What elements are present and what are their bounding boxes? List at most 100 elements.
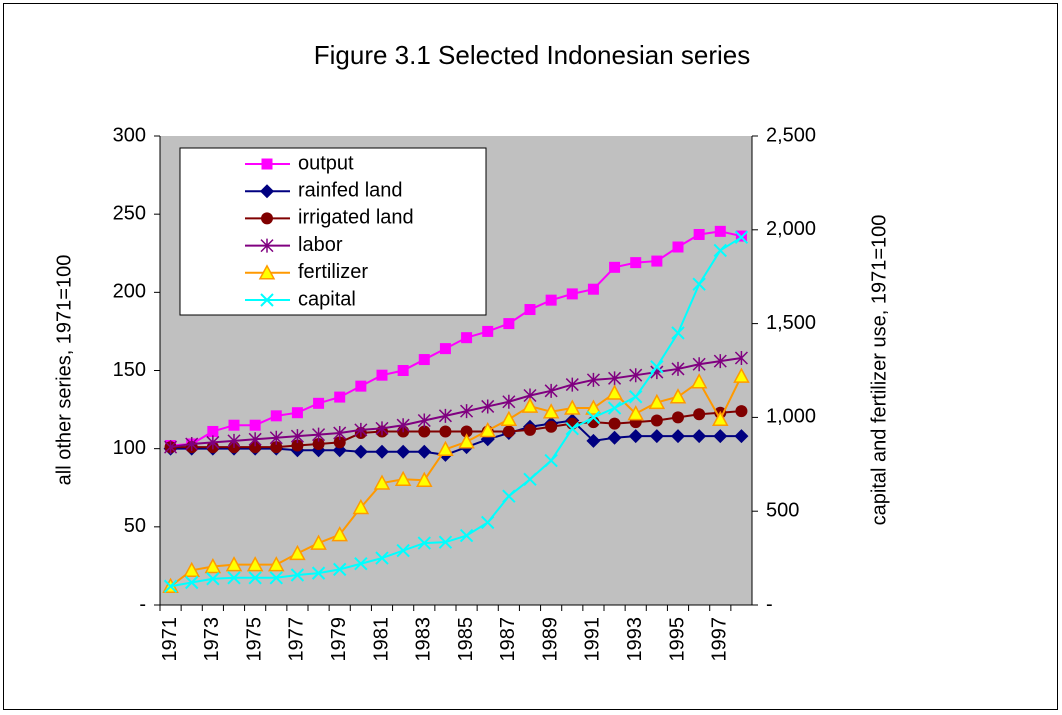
data-point [523,472,537,487]
x-tick-label: 1973 [201,617,223,662]
x-tick-label: 1997 [709,617,731,662]
data-point [544,383,558,398]
data-point [566,288,578,300]
data-point [353,444,368,459]
legend-label: labor [298,234,343,256]
data-point [376,369,388,381]
data-point [396,444,411,459]
data-point [565,421,579,436]
data-point [586,372,600,387]
data-point [713,429,728,444]
data-point [671,429,685,444]
y-tick-label: - [139,593,146,615]
data-point [545,294,557,306]
data-point [290,429,304,444]
series-line [170,419,742,456]
data-point [334,391,346,403]
data-point [185,436,199,451]
data-point [396,543,410,558]
data-point [481,399,495,414]
data-point [375,421,389,436]
legend-box [179,147,487,316]
data-point [207,425,219,437]
legend-marker [261,212,273,225]
data-point [629,390,643,404]
data-point [650,360,664,374]
data-point [227,571,241,585]
data-point [565,377,579,392]
legend-marker-shape [260,293,274,307]
data-point [417,444,432,459]
x-tick-label: 1995 [666,617,688,662]
data-point [481,515,495,530]
data-point [333,562,347,577]
data-point [416,471,433,487]
data-point [248,571,262,585]
data-point [228,419,240,431]
data-point [439,343,451,355]
x-tick-label: 1977 [286,617,308,662]
data-point [289,544,306,561]
data-point [418,354,430,366]
data-point [354,422,368,437]
data-point [628,429,643,444]
x-tick-label: 1991 [582,617,604,662]
data-point [355,380,367,392]
data-point [479,421,496,438]
data-point [225,556,243,572]
data-point [607,430,622,445]
legend-marker-shape [260,238,274,253]
data-point [503,318,515,330]
data-point [249,441,262,454]
legend-label: output [298,152,354,174]
y2-tick-label: - [766,593,773,615]
data-point [461,332,473,344]
data-point [692,429,707,444]
x-tick-label: 1993 [624,617,646,662]
y-tick-label: 50 [124,515,146,537]
data-point [586,433,601,448]
data-point [163,579,178,593]
data-point [313,397,325,409]
data-point [248,432,262,447]
data-point [375,551,389,565]
data-point [310,534,327,550]
data-point [460,404,474,419]
data-point [693,228,705,240]
data-point [735,405,748,418]
data-point [333,426,347,441]
data-point [246,556,264,572]
data-point [542,403,560,419]
data-point [649,429,664,444]
y-axis-label: all other series, 1971=100 [53,255,75,486]
data-point [270,441,283,454]
x-tick-label: 1971 [159,617,181,662]
data-point [312,437,325,450]
data-point [690,373,708,389]
data-point [373,474,391,490]
data-point [671,361,685,376]
data-point [585,399,602,415]
data-point [586,410,601,425]
data-point [291,407,303,419]
data-point [669,388,687,404]
data-point [438,408,452,423]
data-point [692,277,706,291]
data-point [418,425,431,438]
y-tick-label: 200 [113,281,146,303]
series-line [170,230,742,447]
legend-marker-shape [260,184,274,199]
y2-tick-label: 2,000 [766,218,816,240]
data-point [291,439,304,452]
data-point [693,408,706,421]
data-point [524,423,536,436]
data-point [587,283,599,295]
y2-tick-label: 1,500 [766,312,816,334]
data-point [651,255,663,267]
chart-title: Figure 3.1 Selected Indonesian series [314,40,751,70]
data-point [439,425,452,438]
x-tick-label: 1987 [497,617,519,662]
data-point [606,384,623,400]
data-point [734,350,748,365]
